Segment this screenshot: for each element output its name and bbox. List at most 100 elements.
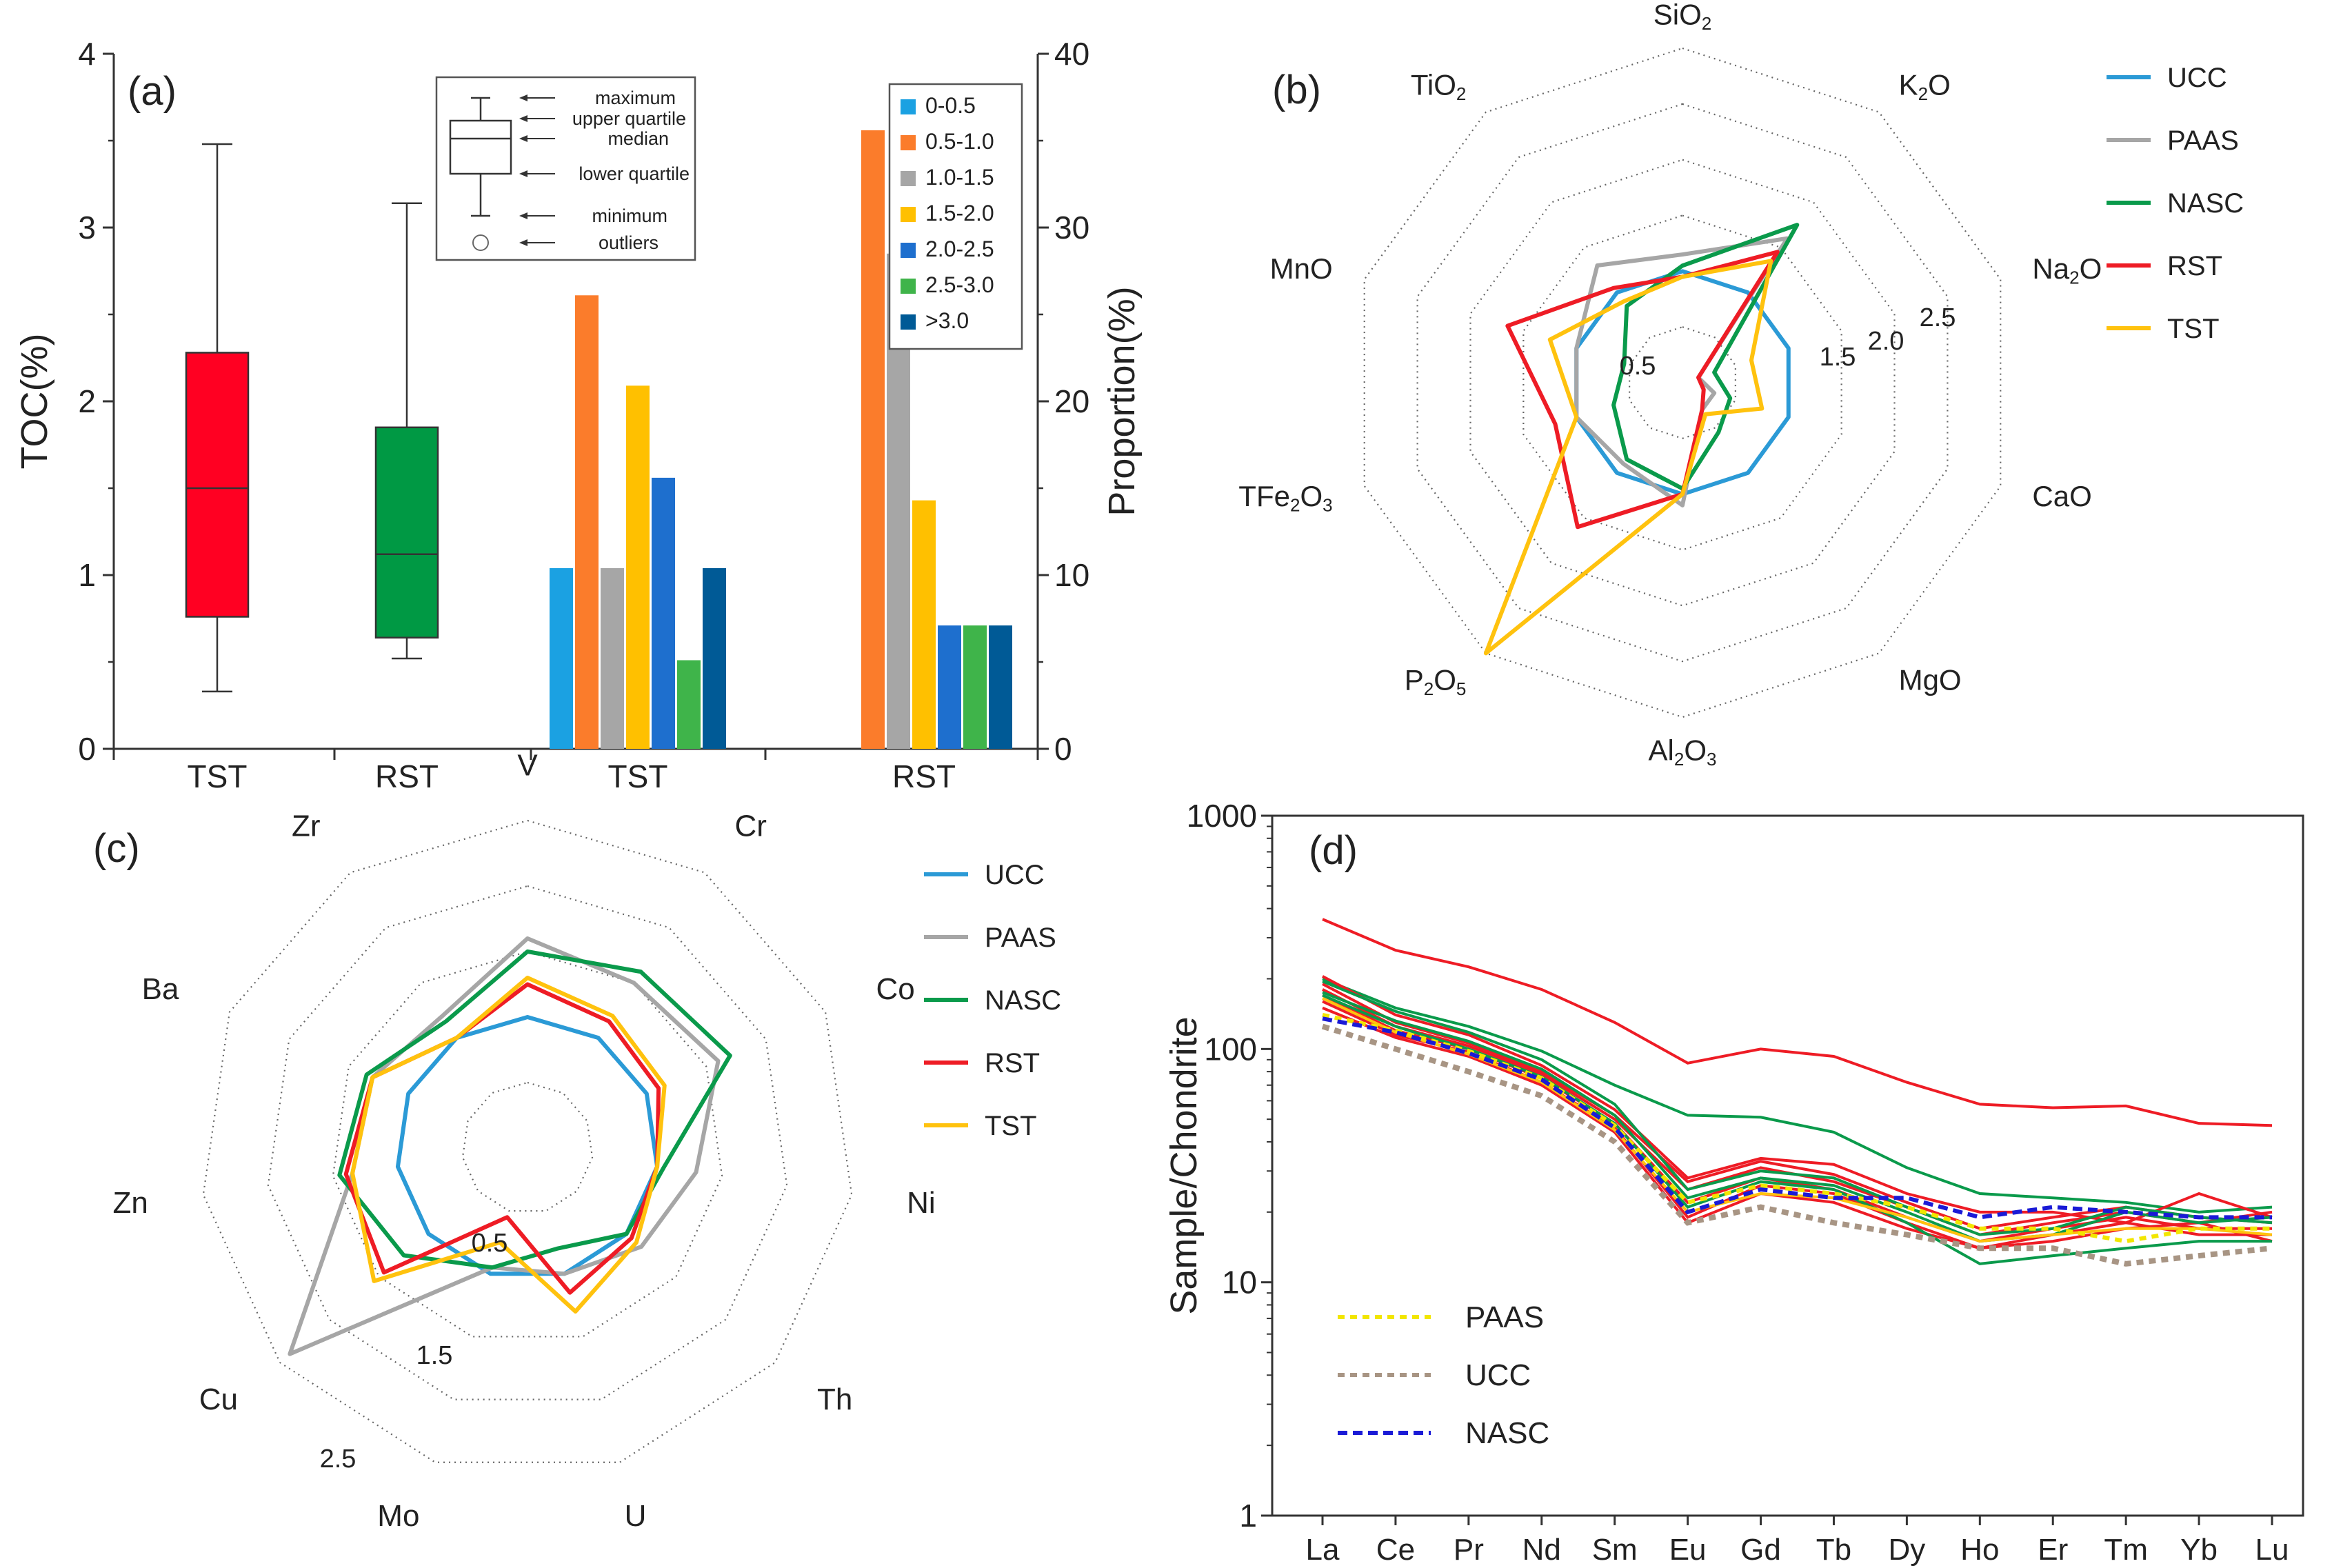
xtick-label: Pr	[1454, 1533, 1484, 1567]
bar-tst-1	[575, 295, 599, 749]
legend-arrowhead	[519, 115, 527, 122]
legend-label-tst: TST	[985, 1111, 1037, 1141]
axis-label: U	[625, 1499, 647, 1533]
bar-tst-2	[601, 567, 624, 749]
axis-label-4: MgO	[1899, 664, 1962, 696]
axis-label-2-tail: O	[2080, 252, 2102, 285]
series-tst	[1483, 259, 1773, 656]
grid-ring	[1629, 326, 1736, 439]
axis-label: Co	[876, 972, 915, 1006]
reference-line-paas	[1322, 1012, 2272, 1244]
bar-rst-3	[912, 500, 936, 749]
panel-b: (b)SiO2K2ONa2OCaOMgOAl2O3P2O5TFe2O3MnOTi…	[1238, 0, 2244, 770]
sample-line-0	[1322, 918, 2273, 1127]
ytick-label-right: 0	[1054, 731, 1072, 767]
series-ucc	[395, 1015, 660, 1276]
group-label: TST	[188, 758, 248, 794]
grid-ring	[202, 819, 853, 1463]
xtick-label: Lu	[2255, 1533, 2289, 1567]
axis-label-1: K2O	[1899, 68, 1951, 104]
bin-label: >3.0	[925, 308, 969, 333]
axis-label-2-base: Na	[2032, 252, 2069, 285]
bar-tst-6	[703, 567, 726, 749]
axis-label-5-sub: 2	[1674, 749, 1684, 770]
legend-text: outliers	[599, 232, 659, 253]
grid-ring	[1363, 47, 2002, 718]
y-axis-label: Sample/Chondrite	[1163, 1016, 1205, 1314]
ytick-label-right: 40	[1054, 36, 1089, 72]
legend-arrowhead	[519, 135, 527, 142]
bin-swatch-4	[901, 243, 916, 258]
legend-label-ucc: UCC	[2167, 63, 2227, 93]
axis-label: Mo	[377, 1499, 419, 1533]
xtick-label: Nd	[1522, 1533, 1561, 1567]
bin-label: 2.0-2.5	[925, 237, 994, 261]
y-axis-label-right: Proportion(%)	[1101, 286, 1143, 516]
sample-line-8	[1322, 980, 2273, 1236]
bin-swatch-5	[901, 279, 916, 294]
reference-line-nasc	[1322, 1016, 2272, 1220]
group-label: TST	[608, 758, 668, 794]
axis-label: Zn	[113, 1186, 148, 1220]
grid-ring	[267, 885, 788, 1400]
axis-label: Ba	[142, 972, 179, 1006]
legend-box	[449, 119, 512, 175]
ring-label: 1.5	[1820, 343, 1856, 372]
bin-label: 1.0-1.5	[925, 165, 994, 190]
panel-label: (b)	[1272, 68, 1321, 112]
axis-label: Ni	[907, 1186, 936, 1220]
xtick-label: Ce	[1376, 1533, 1415, 1567]
grid-ring	[1416, 103, 1949, 663]
panel-d: 1 10 100 1000 La Ce Pr Nd Sm Eu Gd Tb Dy Ho Er Tm Yb Lu Sa…	[1163, 798, 2304, 1567]
ytick-label: 100	[1204, 1031, 1257, 1067]
axis-label-6-tail-sub: 5	[1456, 679, 1466, 699]
xtick-label: Er	[2038, 1533, 2068, 1567]
group-label: RST	[892, 758, 956, 794]
series-nasc	[337, 949, 732, 1270]
axis-label-1-sub: 2	[1918, 83, 1928, 104]
axis-label-5-base: Al	[1649, 734, 1674, 767]
xtick-label: Sm	[1592, 1533, 1638, 1567]
legend-arrowhead	[519, 212, 527, 219]
xtick-label: Tm	[2104, 1533, 2148, 1567]
sample-line-3	[1322, 983, 2273, 1230]
xtick-label: Tb	[1816, 1533, 1851, 1567]
ytick-label: 10	[1222, 1265, 1257, 1300]
legend-label-nasc: NASC	[985, 985, 1061, 1016]
y-axis-label-left: TOC(%)	[14, 334, 55, 470]
ring-label: 2.5	[1920, 303, 1956, 332]
bar-rst-5	[963, 625, 987, 749]
legend-label-rst: RST	[985, 1048, 1040, 1078]
sample-line-2	[1322, 975, 2273, 1225]
axis-label-8: MnO	[1270, 252, 1333, 285]
axis-label-7-tail: O	[1300, 480, 1323, 512]
panel-label: (a)	[128, 69, 177, 114]
bar-rst-6	[989, 625, 1012, 749]
reference-line-ucc	[1321, 1023, 2273, 1267]
ytick-label: 1	[1239, 1498, 1257, 1534]
axis-label-6: P2O5	[1405, 664, 1467, 700]
ring-label: 0.5	[1620, 352, 1656, 381]
legend-label-ucc: UCC	[985, 860, 1045, 890]
legend-arrowhead	[519, 170, 527, 177]
legend-label-tst: TST	[2167, 314, 2220, 344]
xtick-label: Ho	[1960, 1533, 1999, 1567]
axis-label: V	[517, 748, 538, 782]
plot-frame	[1271, 814, 2304, 1517]
bin-swatch-1	[901, 135, 916, 150]
axis-label: Cu	[199, 1383, 238, 1416]
sample-line-1	[1322, 977, 2273, 1214]
axis-label-6-base: P	[1405, 664, 1424, 696]
ytick-label-right: 10	[1054, 557, 1089, 593]
axis-label-0-base: SiO	[1653, 0, 1702, 31]
axis-label-2: Na2O	[2032, 252, 2102, 288]
axis-label-0: SiO2	[1653, 0, 1712, 34]
legend-label-nasc: NASC	[1465, 1416, 1549, 1450]
xtick-label: Gd	[1740, 1533, 1781, 1567]
ring-label: 2.5	[320, 1445, 356, 1474]
axis-label-5-tail: O	[1684, 734, 1707, 767]
bin-swatch-3	[901, 207, 916, 222]
legend-label-paas: PAAS	[2167, 125, 2239, 156]
axis-label: Cr	[734, 809, 766, 843]
